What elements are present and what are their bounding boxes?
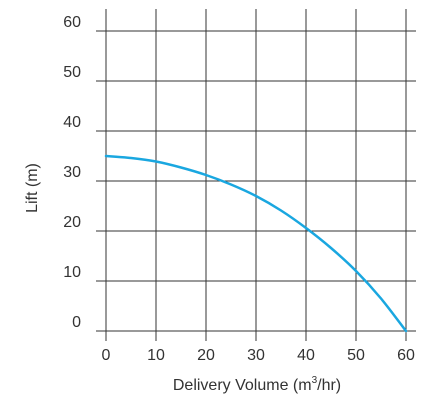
grid [96,9,416,341]
x-tick-labels: 0 10 20 30 40 50 60 [102,347,415,364]
x-axis-label: Delivery Volume (m3/hr) [173,375,341,394]
y-tick-label: 30 [63,164,81,181]
x-tick-label: 10 [147,347,165,364]
y-tick-label: 50 [63,64,81,81]
y-tick-label: 60 [63,14,81,31]
y-tick-label: 10 [63,264,81,281]
x-axis-label-tail: /hr) [317,377,341,394]
x-tick-label: 50 [347,347,365,364]
x-axis-label-superscript: 3 [312,375,318,386]
y-tick-label: 40 [63,114,81,131]
y-axis-label: Lift (m) [24,163,41,213]
series-line [104,154,408,333]
x-tick-label: 40 [297,347,315,364]
y-tick-labels: 0 10 20 30 40 50 60 [63,14,81,331]
y-tick-label: 0 [72,314,81,331]
series [104,154,408,333]
x-tick-label: 30 [247,347,265,364]
x-tick-label: 20 [197,347,215,364]
x-tick-label: 0 [102,347,111,364]
x-tick-label: 60 [397,347,415,364]
y-tick-label: 20 [63,214,81,231]
x-axis-label-main: Delivery Volume (m [173,377,312,394]
